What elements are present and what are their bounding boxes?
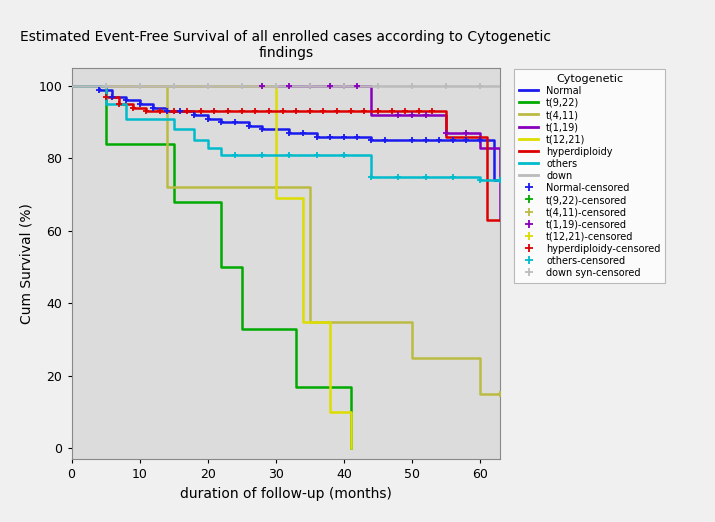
Legend: Normal, t(9,22), t(4,11), t(1,19), t(12,21), hyperdiploidy, others, down, Normal: Normal, t(9,22), t(4,11), t(1,19), t(12,… (514, 69, 665, 283)
Y-axis label: Cum Survival (%): Cum Survival (%) (19, 203, 33, 324)
Title: Estimated Event-Free Survival of all enrolled cases according to Cytogenetic
fin: Estimated Event-Free Survival of all enr… (21, 30, 551, 60)
X-axis label: duration of follow-up (months): duration of follow-up (months) (180, 487, 392, 501)
